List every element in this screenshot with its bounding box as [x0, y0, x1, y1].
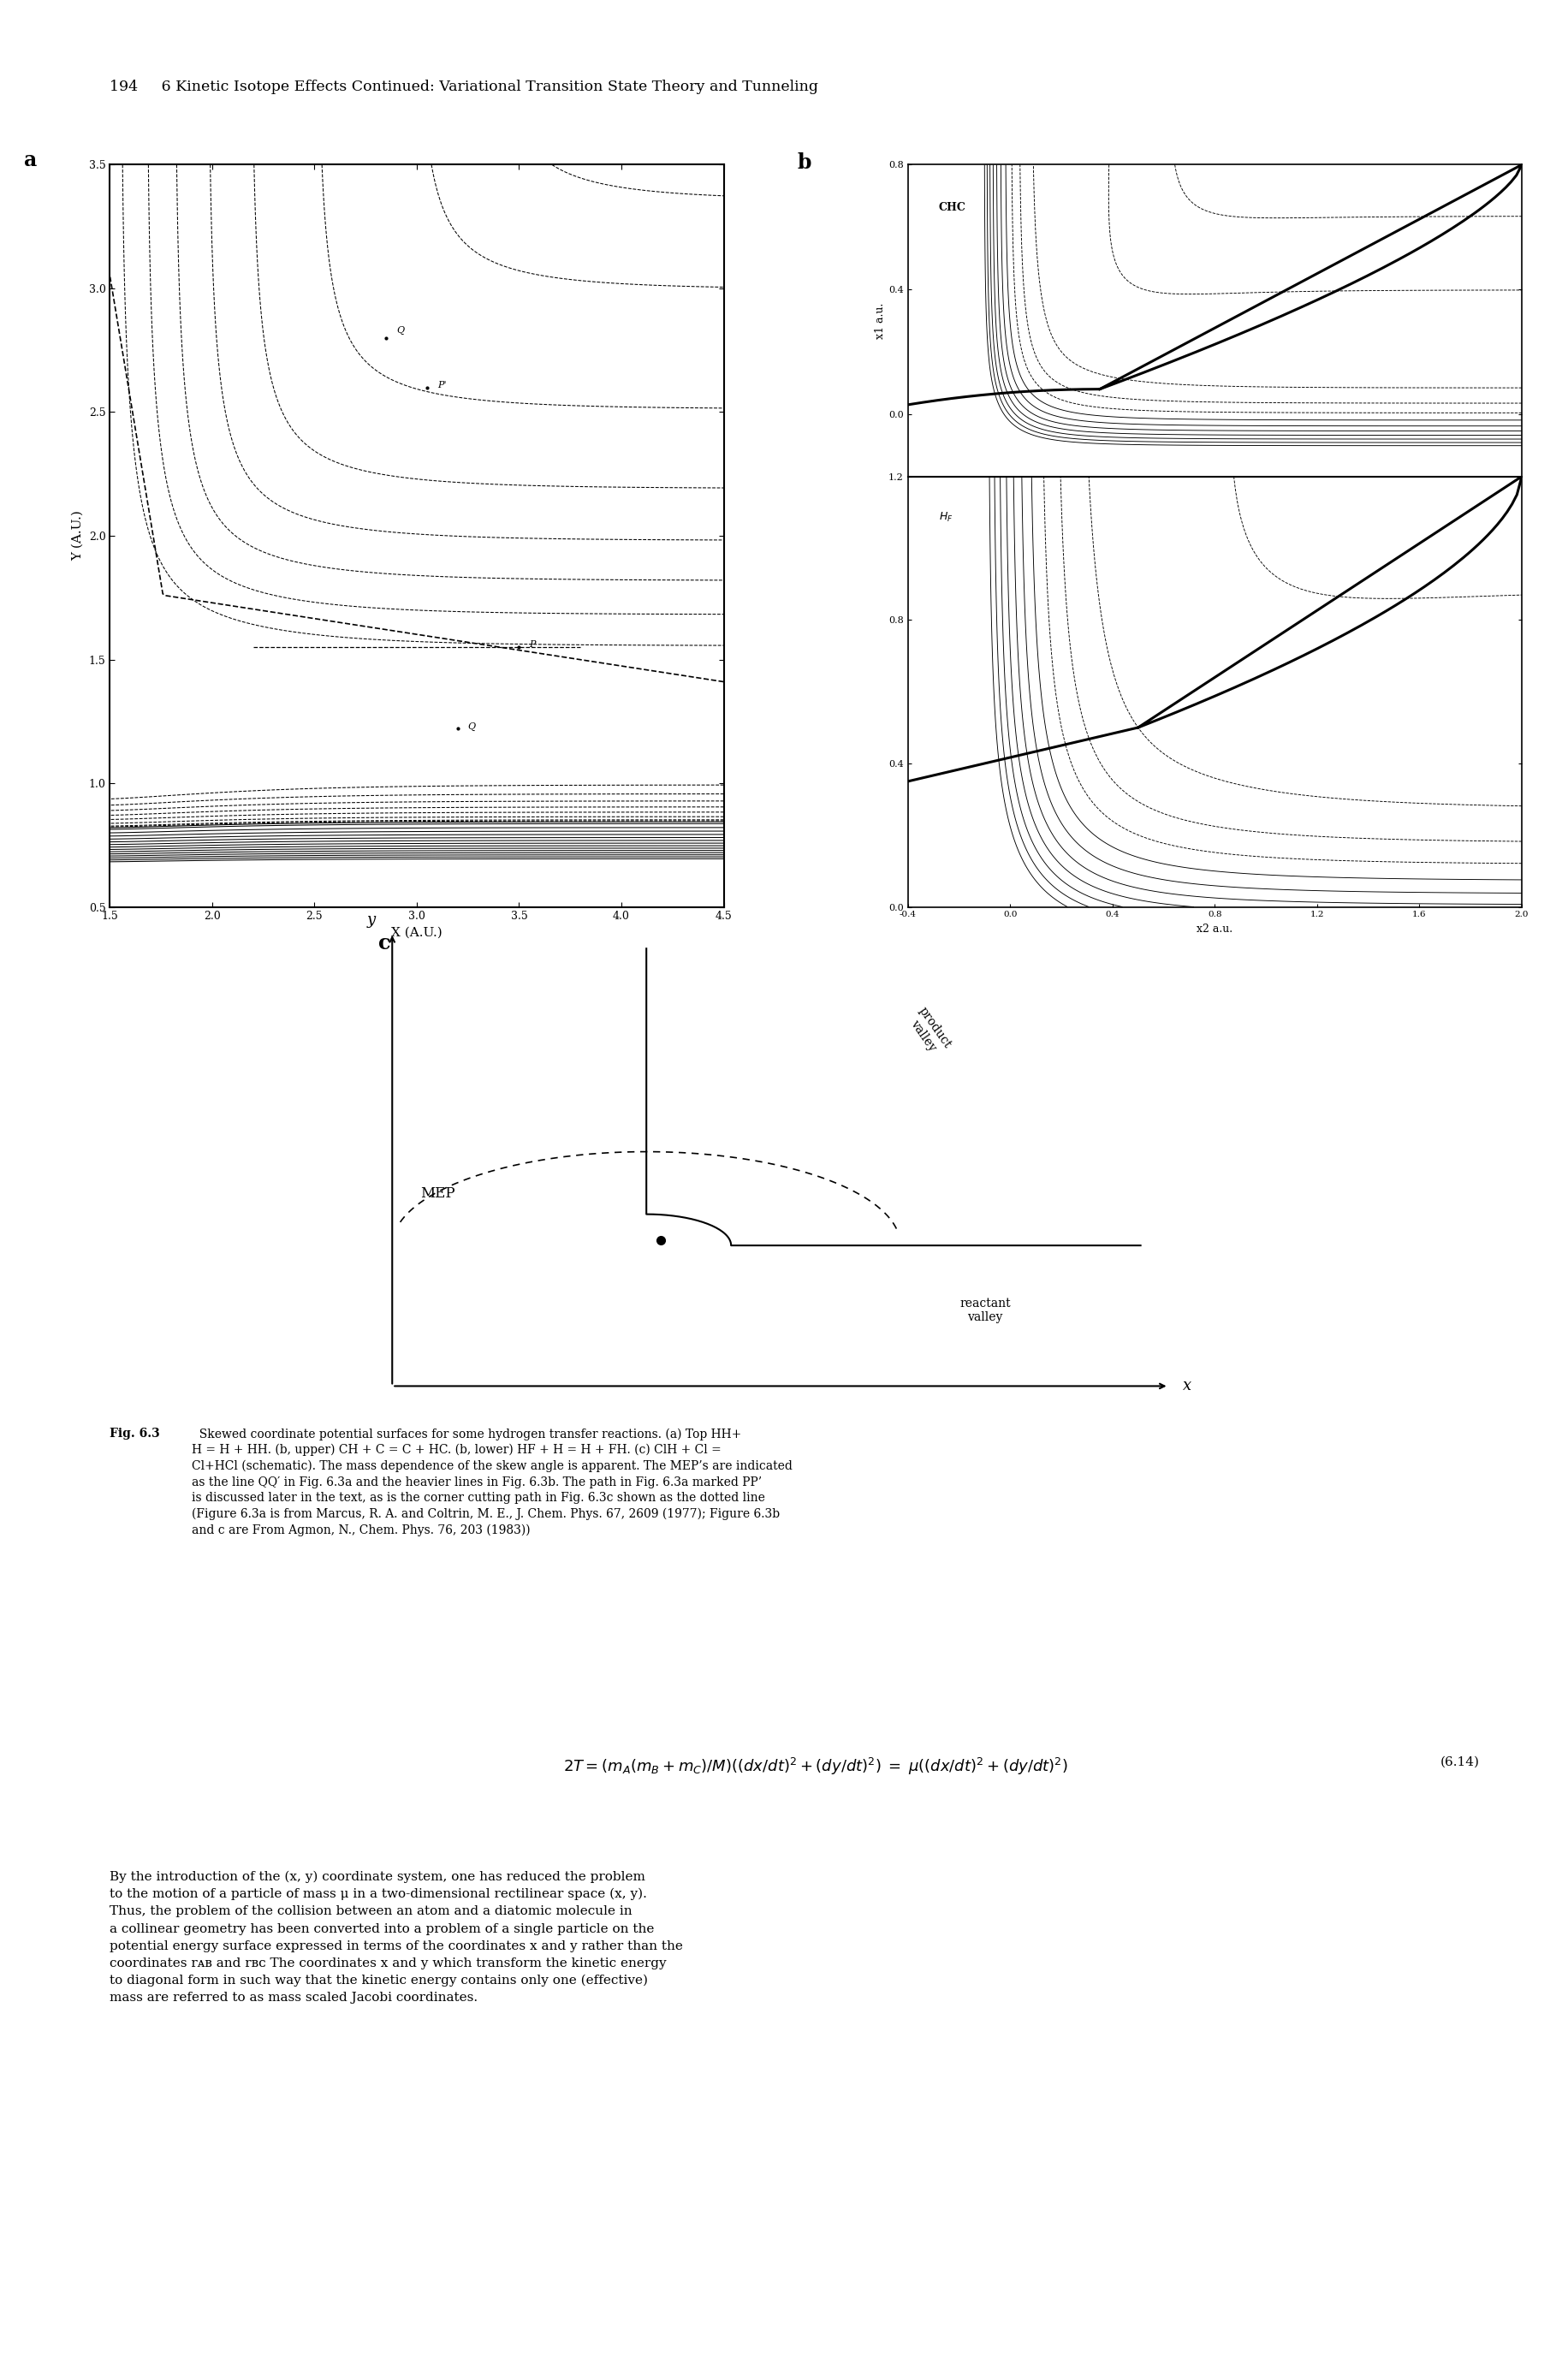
Text: y: y	[367, 912, 375, 927]
Text: Q: Q	[467, 722, 475, 729]
Y-axis label: x1 a.u.: x1 a.u.	[875, 302, 886, 340]
Text: CHC: CHC	[938, 202, 966, 214]
Y-axis label: Y (A.U.): Y (A.U.)	[72, 511, 83, 561]
Text: Q: Q	[397, 326, 405, 335]
Text: product
valley: product valley	[905, 1005, 952, 1060]
Text: (6.14): (6.14)	[1439, 1756, 1479, 1768]
Text: $H_F$: $H_F$	[938, 511, 952, 523]
Text: Skewed coordinate potential surfaces for some hydrogen transfer reactions. (a) T: Skewed coordinate potential surfaces for…	[191, 1428, 792, 1537]
X-axis label: x2 a.u.: x2 a.u.	[1196, 924, 1232, 934]
Text: 194     6 Kinetic Isotope Effects Continued: Variational Transition State Theory: 194 6 Kinetic Isotope Effects Continued:…	[110, 78, 818, 95]
Text: c: c	[378, 934, 390, 953]
Text: b: b	[797, 152, 811, 173]
Text: a: a	[24, 150, 38, 171]
Text: P: P	[528, 639, 535, 649]
Text: $2T = (m_A(m_B + m_C)/M)((dx/dt)^2 + (dy/dt)^2)$$\; = \; \mu((dx/dt)^2 + (dy/dt): $2T = (m_A(m_B + m_C)/M)((dx/dt)^2 + (dy…	[563, 1756, 1068, 1777]
Text: reactant
valley: reactant valley	[960, 1297, 1010, 1323]
Text: Fig. 6.3: Fig. 6.3	[110, 1428, 160, 1440]
Text: MEP: MEP	[420, 1186, 455, 1200]
X-axis label: X (A.U.): X (A.U.)	[390, 927, 442, 939]
Text: By the introduction of the (x, y) coordinate system, one has reduced the problem: By the introduction of the (x, y) coordi…	[110, 1870, 682, 2003]
Text: x: x	[1182, 1378, 1192, 1395]
Text: P': P'	[437, 380, 445, 390]
